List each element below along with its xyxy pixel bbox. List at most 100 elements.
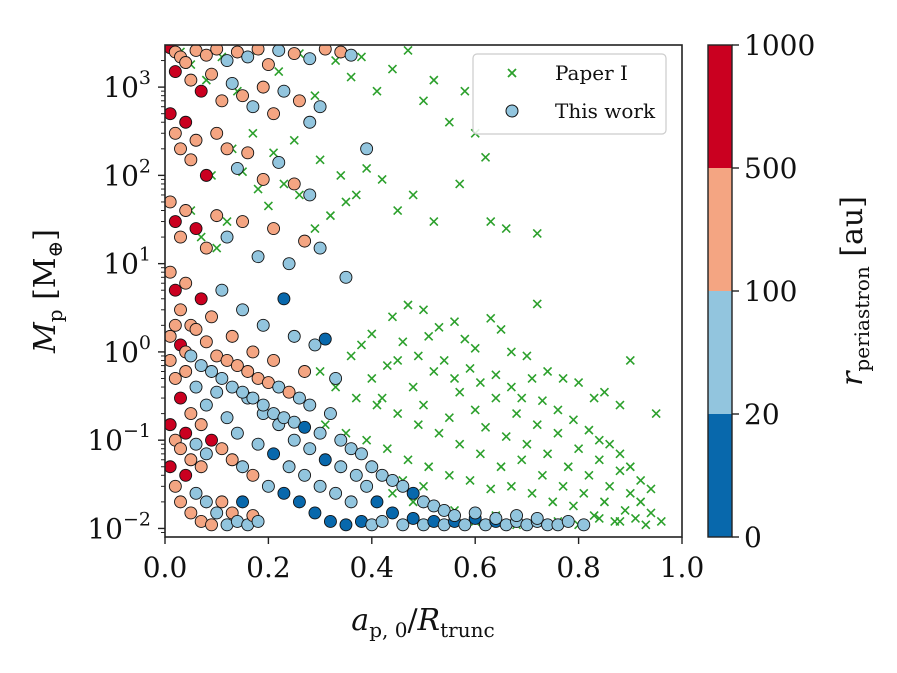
- this-work-point: [313, 479, 327, 493]
- paper-i-point: [382, 444, 392, 454]
- this-work-point: [165, 460, 177, 474]
- this-work-point: [215, 283, 229, 297]
- this-work-point: [267, 354, 281, 367]
- this-work-point: [241, 146, 255, 160]
- paper-i-point: [486, 216, 496, 227]
- this-work-point: [165, 329, 177, 343]
- this-work-point: [241, 365, 255, 378]
- paper-i-point: [605, 439, 615, 449]
- this-work-point: [220, 411, 234, 425]
- paper-i-point: [393, 409, 403, 419]
- this-work-point: [230, 161, 244, 175]
- paper-i-point: [574, 377, 584, 388]
- this-work-point: [210, 45, 224, 56]
- paper-i-point: [568, 501, 578, 511]
- this-work-point: [174, 230, 187, 244]
- this-work-point: [199, 241, 213, 255]
- this-work-point: [298, 420, 312, 434]
- colorbar-ticks: 0 20 100 500 1000: [732, 29, 815, 554]
- this-work-point: [530, 511, 544, 525]
- this-work-point: [386, 473, 399, 487]
- paper-i-point: [574, 444, 584, 454]
- x-tick-label: 0.8: [556, 551, 601, 584]
- paper-i-point: [269, 148, 279, 158]
- this-work-point: [168, 318, 182, 332]
- paper-i-point: [403, 300, 413, 310]
- this-work-point: [205, 433, 218, 447]
- y-tick-label: 102: [103, 155, 151, 192]
- paper-i-point: [501, 431, 511, 442]
- this-work-point: [292, 495, 306, 509]
- this-work-point: [220, 354, 234, 367]
- this-work-point: [251, 437, 265, 451]
- this-work-point: [287, 177, 301, 191]
- this-work-point: [370, 495, 384, 509]
- this-work-point: [184, 506, 198, 520]
- paper-i-point: [331, 382, 341, 392]
- this-work-point: [303, 442, 317, 456]
- paper-i-point: [387, 64, 398, 74]
- this-work-point: [179, 276, 193, 290]
- plot-frame: [164, 44, 683, 538]
- paper-i-point: [506, 382, 516, 392]
- legend-marker-this-work: [505, 104, 519, 118]
- this-work-point: [339, 270, 353, 284]
- this-work-point: [168, 372, 182, 385]
- paper-i-point: [599, 387, 610, 397]
- paper-i-point: [641, 520, 651, 530]
- paper-i-point: [372, 400, 382, 410]
- paper-i-point: [356, 340, 367, 350]
- paper-i-point: [563, 462, 573, 472]
- this-work-point: [199, 495, 213, 509]
- this-work-point: [215, 495, 229, 509]
- this-work-point: [313, 426, 327, 440]
- this-work-point: [329, 486, 343, 500]
- this-work-point: [308, 506, 322, 520]
- this-work-point: [256, 172, 270, 186]
- this-work-point: [323, 407, 337, 421]
- this-work-point: [396, 518, 410, 532]
- paper-i-point: [449, 373, 460, 384]
- this-work-point: [194, 460, 208, 474]
- this-work-point: [287, 329, 301, 343]
- this-work-point: [292, 94, 306, 108]
- x-tick-label: 0.6: [453, 551, 498, 584]
- x-tick-label: 0.0: [143, 551, 188, 584]
- legend-marker-paper-i: [507, 68, 517, 78]
- paper-i-point: [553, 405, 563, 415]
- paper-i-point: [475, 377, 485, 388]
- paper-i-point: [294, 190, 304, 200]
- this-work-point: [165, 418, 177, 432]
- this-work-point: [355, 447, 368, 461]
- paper-i-point: [506, 481, 516, 491]
- paper-i-point: [336, 170, 346, 180]
- paper-i-point: [362, 163, 372, 173]
- paper-i-point: [310, 91, 320, 101]
- paper-i-point: [403, 455, 413, 465]
- this-work-point: [179, 365, 193, 378]
- this-work-point: [282, 257, 296, 271]
- paper-i-point: [589, 393, 599, 403]
- this-work-point: [349, 468, 363, 482]
- paper-i-point: [418, 400, 429, 410]
- this-work-series: [165, 45, 591, 532]
- paper-i-point: [475, 449, 485, 459]
- paper-i-point: [408, 497, 418, 507]
- this-work-point: [168, 65, 182, 79]
- paper-i-point: [413, 351, 423, 361]
- paper-i-point: [605, 481, 615, 491]
- this-work-point: [168, 479, 182, 493]
- this-work-point: [189, 222, 203, 235]
- this-work-point: [168, 283, 182, 297]
- paper-i-point: [429, 75, 439, 85]
- this-work-point: [230, 426, 244, 440]
- this-work-point: [303, 188, 317, 202]
- paper-i-point: [367, 329, 377, 339]
- this-work-point: [184, 407, 198, 421]
- paper-i-point: [511, 409, 522, 419]
- this-work-point: [256, 80, 270, 94]
- paper-i-point: [248, 128, 258, 138]
- paper-i-point: [615, 449, 625, 459]
- this-work-point: [510, 509, 524, 522]
